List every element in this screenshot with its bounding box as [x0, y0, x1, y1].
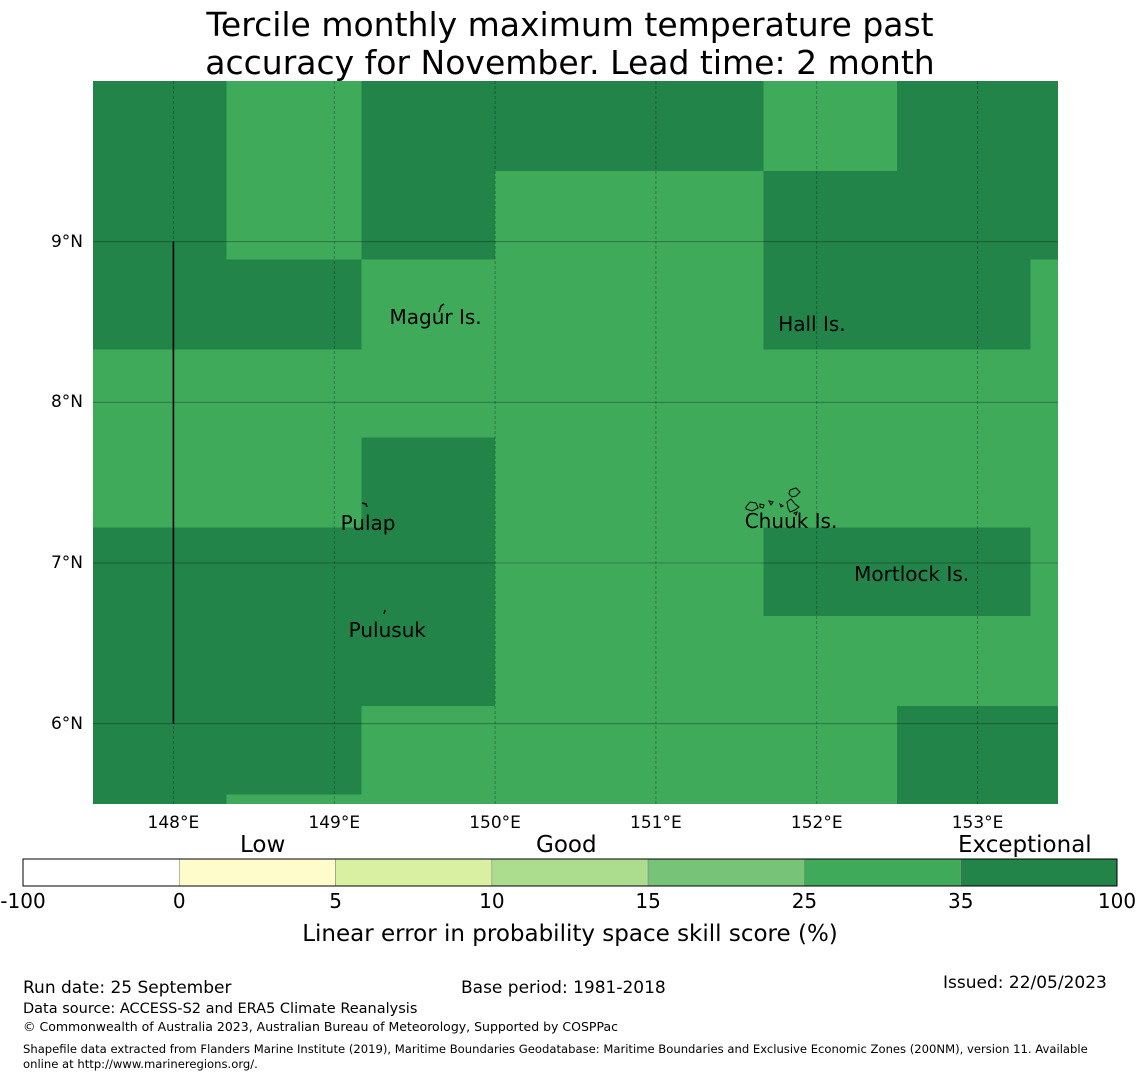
title-line-1: Tercile monthly maximum temperature past: [206, 5, 934, 44]
colorbar-outline: [22, 858, 1118, 887]
issued-date: Issued: 22/05/2023: [943, 973, 1107, 993]
graticule: [93, 81, 1058, 804]
colorbar-bin: [960, 858, 1118, 887]
legend-exceptional-label: Exceptional: [958, 832, 1092, 858]
skill-cell-exceptional: [226, 259, 362, 350]
skill-grid: [93, 81, 1058, 804]
island-outlines: [361, 303, 801, 615]
latitude-tick-label: 8°N: [50, 392, 83, 413]
skill-cell-exceptional: [763, 527, 1031, 617]
skill-cell-good_high: [361, 705, 496, 804]
skill-cell-good_high: [226, 794, 362, 804]
skill-cell-good_high: [1030, 527, 1058, 617]
place-label: Pulap: [340, 510, 396, 535]
colorbar-tick-label: -100: [0, 889, 46, 913]
colorbar-tick-label: 100: [1097, 889, 1137, 913]
skill-cell-exceptional: [495, 81, 764, 171]
pulusuk-island-outline: [383, 609, 386, 615]
colorbar-bin: [22, 858, 180, 887]
latitude-tick-label: 7°N: [50, 553, 83, 573]
chuuk-island-outlines: [745, 487, 801, 516]
skill-cell-good_high: [226, 81, 362, 260]
colorbar-tick-label: 0: [172, 889, 186, 913]
chart-title: Tercile monthly maximum temperature past…: [0, 6, 1140, 82]
base-period: Base period: 1981-2018: [461, 978, 666, 998]
colorbar-bin: [178, 858, 336, 887]
latitude-tick-label: 9°N: [50, 231, 83, 252]
title-line-2: accuracy for November. Lead time: 2 mont…: [205, 43, 935, 82]
skill-cell-exceptional: [226, 705, 362, 795]
shapefile-credit-line-1: Shapefile data extracted from Flanders M…: [23, 1042, 1088, 1056]
colorbar-tick-label: 10: [479, 889, 505, 913]
data-source: Data source: ACCESS-S2 and ERA5 Climate …: [23, 1001, 418, 1017]
place-label: Magur Is.: [389, 305, 482, 330]
latitude-tick-label: 6°N: [50, 713, 83, 734]
place-label: Mortlock Is.: [854, 562, 970, 587]
place-label: Chuuk Is.: [744, 509, 838, 534]
skill-cell-exceptional: [897, 705, 1058, 804]
longitude-tick-label: 152°E: [790, 813, 843, 833]
skill-cell-good_high: [361, 259, 496, 350]
copyright: © Commonwealth of Australia 2023, Austra…: [23, 1019, 618, 1034]
skill-cell-good_high: [93, 349, 1058, 528]
colorbar-bin: [804, 858, 962, 887]
colorbar-tick-label: 5: [329, 889, 342, 913]
skill-cell-good_high: [763, 705, 898, 804]
colorbar-tick-label: 35: [947, 889, 974, 913]
longitude-tick-label: 151°E: [630, 813, 682, 833]
skill-cell-exceptional: [93, 705, 227, 804]
skill-cell-exceptional: [93, 81, 227, 350]
colorbar: [22, 858, 1118, 887]
legend-good-label: Good: [536, 832, 597, 858]
colorbar-bin: [491, 858, 649, 887]
pulap-island-outline: [361, 502, 368, 508]
longitude-tick-label: 153°E: [951, 813, 1004, 833]
skill-cell-good_high: [1030, 259, 1058, 350]
place-label: Hall Is.: [778, 311, 846, 336]
colorbar-tick-label: 25: [791, 889, 818, 913]
longitude-tick-label: 148°E: [147, 813, 200, 833]
longitude-tick-label: 150°E: [469, 813, 521, 833]
longitude-tick-label: 149°E: [308, 813, 361, 833]
skill-cell-exceptional: [763, 170, 1058, 260]
skill-cell-exceptional: [361, 437, 496, 706]
skill-cell-exceptional: [763, 259, 1031, 350]
skill-cell-good_high: [763, 81, 898, 171]
colorbar-tick-label: 15: [635, 889, 661, 913]
skill-cell-exceptional: [93, 527, 362, 706]
skill-cell-exceptional: [361, 81, 496, 260]
magur-island-outline: [438, 303, 445, 313]
skill-cell-good_high: [763, 616, 1058, 706]
skill-cell-good_high: [495, 170, 764, 350]
shapefile-credit-line-2: online at http://www.marineregions.org/.: [23, 1057, 258, 1071]
skill-cell-good_high: [495, 527, 764, 804]
colorbar-bin: [335, 858, 493, 887]
place-label: Pulusuk: [348, 618, 426, 643]
run-date: Run date: 25 September: [23, 978, 232, 998]
colorbar-title: Linear error in probability space skill …: [302, 921, 838, 947]
skill-cell-exceptional: [897, 81, 1058, 171]
colorbar-bin: [647, 858, 805, 887]
legend-low-label: Low: [240, 832, 286, 858]
